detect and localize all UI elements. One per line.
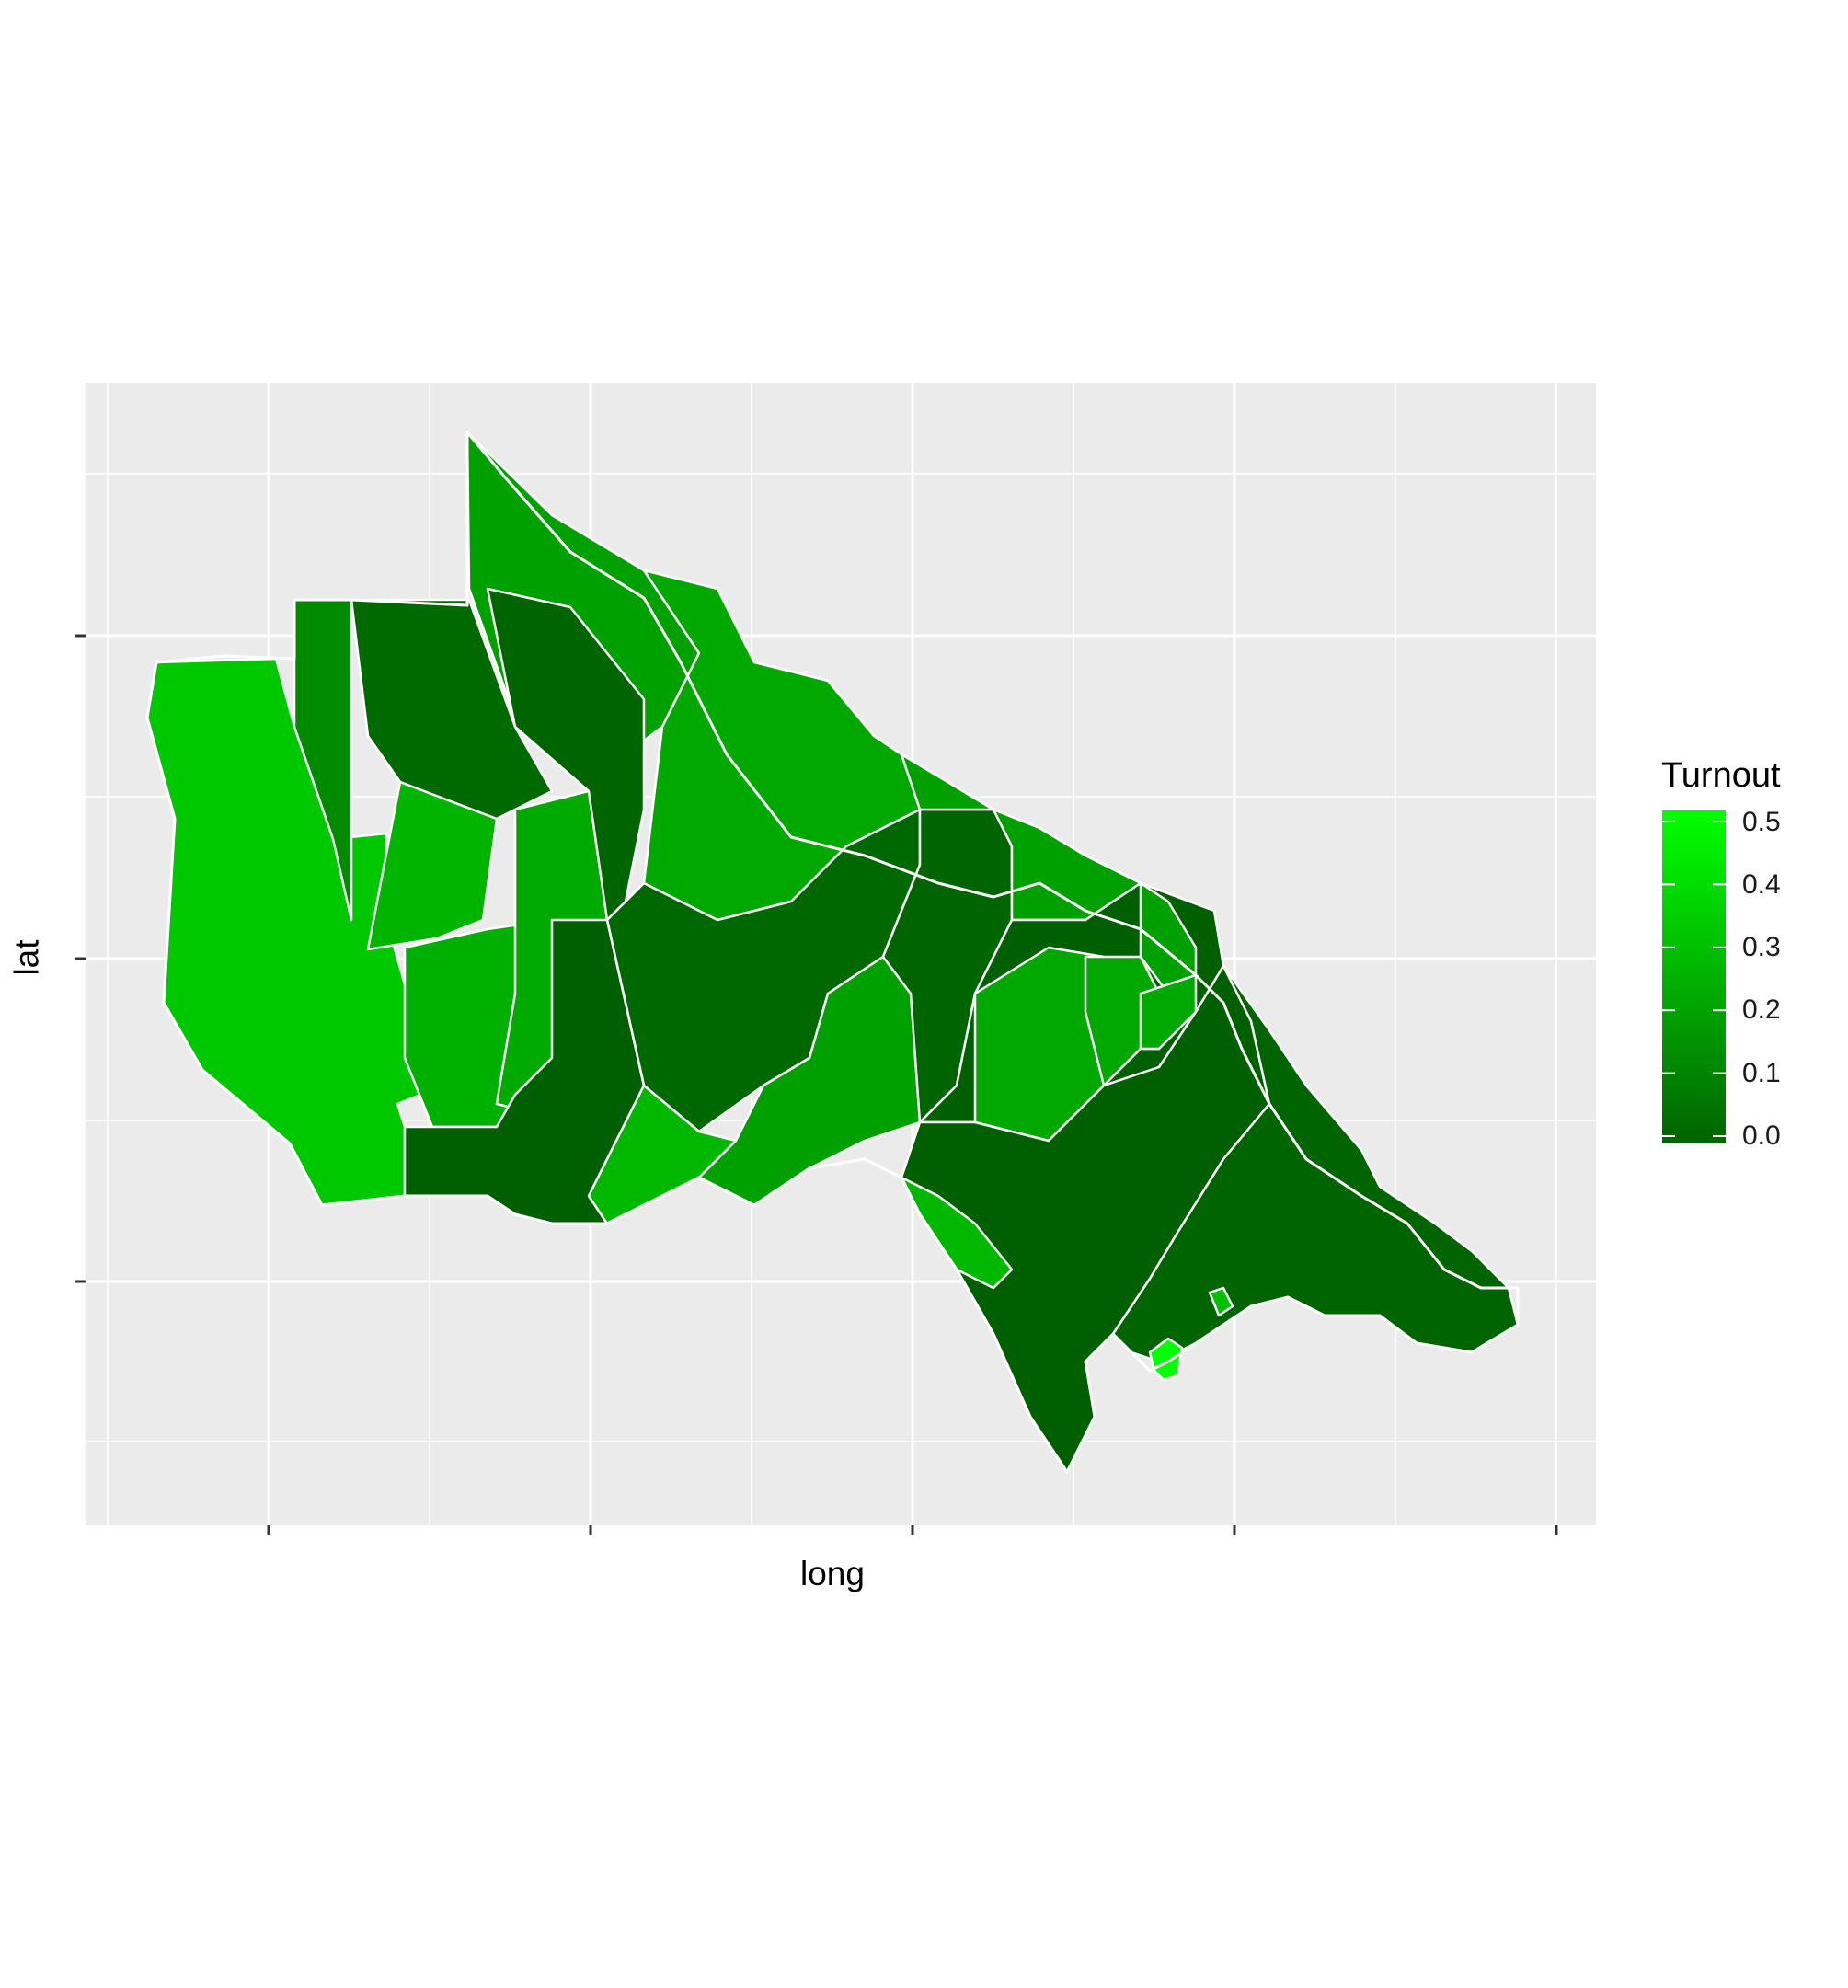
- legend-colorbar: [1662, 810, 1726, 1143]
- county-map: [145, 431, 1520, 1474]
- legend-tick-marks: [1662, 821, 1726, 1137]
- axis-ticks: [75, 634, 1558, 1535]
- precinct-region: [1148, 1337, 1184, 1382]
- precinct-region: [350, 598, 554, 821]
- legend-title: Turnout: [1661, 756, 1781, 795]
- x-axis-label: long: [800, 1555, 865, 1592]
- legend-tick-label-2: 0.2: [1742, 994, 1781, 1025]
- legend-tick-label-3: 0.3: [1742, 932, 1781, 962]
- y-axis-label: lat: [7, 939, 46, 976]
- legend-tick-label-5: 0.5: [1742, 807, 1781, 837]
- precinct-region: [1208, 1286, 1234, 1317]
- precinct-region: [1139, 973, 1198, 1051]
- legend-tick-label-4: 0.4: [1742, 869, 1781, 900]
- county-outline: [145, 431, 1520, 1474]
- legend-tick-label-0: 0.0: [1742, 1120, 1781, 1151]
- legend-tick-label-1: 0.1: [1742, 1058, 1781, 1088]
